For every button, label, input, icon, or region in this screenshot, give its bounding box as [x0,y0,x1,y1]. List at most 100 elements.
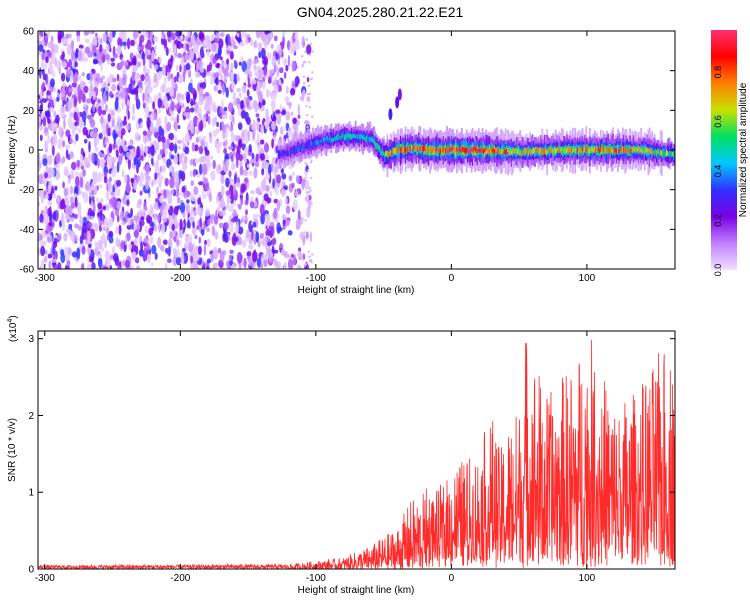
noise-speckle [232,184,236,195]
ridge-cell [296,145,299,151]
ridge-cell [331,137,334,143]
noise-speckle [57,262,62,269]
ridge-cell [574,147,577,153]
noise-speckle [81,191,85,198]
noise-speckle [193,144,199,152]
noise-speckle [62,61,67,69]
noise-speckle [262,99,266,106]
noise-speckle [146,214,151,224]
ridge-cell [338,134,341,139]
noise-speckle [42,73,47,81]
noise-speckle [199,217,203,228]
ridge-cell [613,148,616,153]
noise-speckle [103,176,108,184]
noise-speckle [229,249,234,254]
ridge-cell [395,148,397,155]
noise-speckle [236,156,239,169]
ridge-cell [545,148,547,155]
noise-speckle [38,201,41,207]
noise-speckle [283,57,287,67]
ridge-cell [607,147,610,154]
noise-speckle [66,247,72,255]
noise-speckle [206,266,210,269]
noise-speckle [137,198,142,205]
ridge-cell [326,135,329,141]
noise-speckle [164,177,169,187]
noise-speckle [263,259,268,268]
ridge-cell [554,148,557,155]
noise-speckle [108,230,114,239]
ridge-cell [384,152,386,162]
noise-speckle [69,151,74,160]
noise-speckle [193,260,199,269]
ridge-cell [634,147,636,152]
noise-speckle [138,124,142,129]
noise-speckle [175,176,179,184]
noise-speckle [122,74,127,86]
ridge-cell [527,150,530,155]
ridge-cell [576,148,579,153]
noise-speckle [52,254,57,259]
noise-speckle [175,64,179,72]
noise-speckle [111,157,116,164]
ridge-cell [552,148,555,155]
ridge-cell [581,146,584,151]
ridge-cell [307,142,310,150]
noise-speckle [237,122,243,131]
noise-speckle [202,155,206,163]
noise-speckle [145,163,150,175]
noise-speckle [123,194,126,202]
ridge-cell [651,150,653,155]
noise-speckle [170,32,176,41]
ridge-cell [418,145,421,150]
ridge-cell [476,149,479,154]
noise-speckle [49,64,54,75]
noise-speckle [62,204,67,209]
ridge-cell [653,144,656,156]
noise-speckle [97,56,103,66]
noise-speckle [64,246,68,258]
ridge-cell [638,146,641,153]
noise-speckle [157,236,162,248]
noise-speckle [159,165,163,173]
noise-speckle [151,244,157,255]
noise-speckle [91,189,95,196]
noise-speckle [74,121,78,127]
noise-speckle [113,124,118,131]
noise-speckle [62,140,65,148]
noise-speckle [73,111,78,121]
ridge-cell [427,146,430,151]
ridge-cell [363,134,366,140]
noise-speckle [107,113,111,123]
noise-speckle [118,154,123,166]
ridge-cell [287,150,290,156]
ridge-cell [557,147,560,151]
noise-speckle [131,57,137,66]
noise-speckle [69,112,74,117]
noise-speckle [41,229,46,239]
x-tick-label: 100 [579,573,596,584]
noise-speckle [272,178,275,189]
noise-speckle [307,250,310,253]
noise-speckle [306,126,309,129]
noise-speckle [80,160,85,167]
snr-axes: -300 -200 -100 0 100 0 1 2 3 [28,331,675,584]
ridge-cell [606,146,608,152]
noise-speckle [213,72,220,79]
ridge-cell [506,149,508,155]
noise-speckle [158,179,162,185]
ridge-cell [629,146,632,151]
noise-speckle [127,110,130,120]
noise-speckle [97,239,103,250]
ridge-cell [314,140,317,145]
noise-speckle [58,125,62,137]
noise-speckle [309,189,312,192]
noise-speckle [211,225,216,237]
noise-speckle [249,158,253,165]
noise-speckle [195,136,200,144]
ridge-cell [536,147,539,154]
noise-speckle [176,139,183,144]
noise-speckle [133,223,138,229]
noise-speckle [253,40,258,49]
noise-speckle [257,80,263,90]
